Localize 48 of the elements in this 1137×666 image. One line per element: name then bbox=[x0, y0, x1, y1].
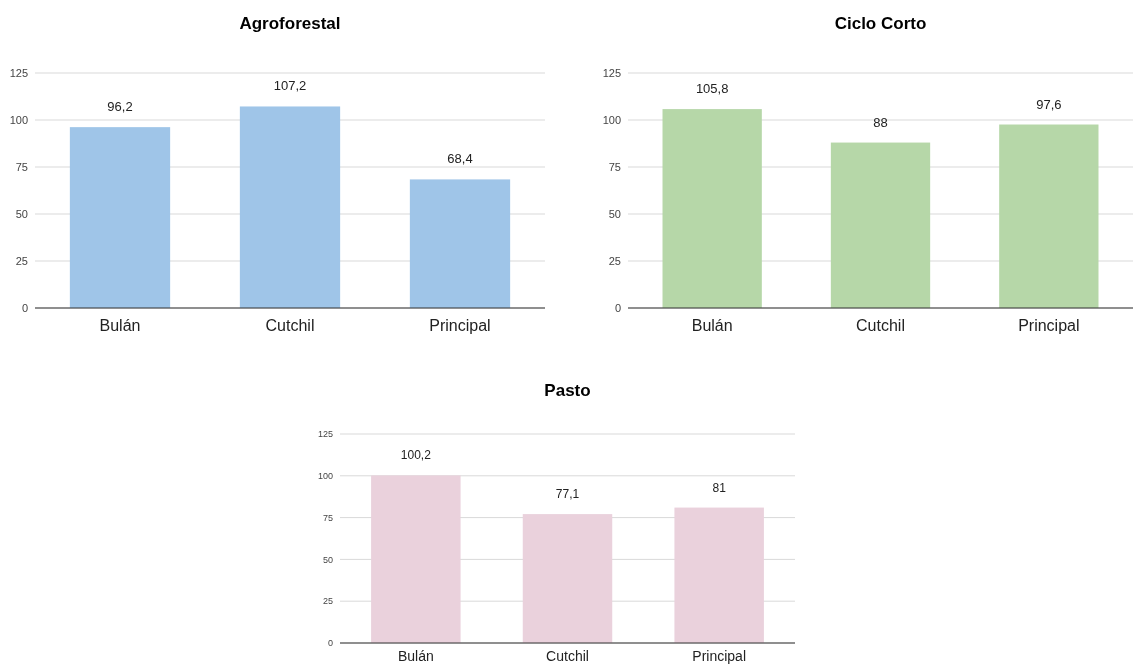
bar bbox=[239, 106, 341, 308]
x-tick-label: Bulán bbox=[691, 317, 733, 334]
bar bbox=[674, 507, 764, 643]
data-label: 96,2 bbox=[107, 99, 133, 115]
chart-title: Ciclo Corto bbox=[834, 14, 927, 33]
x-tick-label: Principal bbox=[692, 648, 747, 664]
y-tick-label: 125 bbox=[602, 66, 621, 79]
data-label: 100,2 bbox=[400, 448, 432, 463]
y-tick-label: 50 bbox=[608, 207, 621, 220]
y-tick-label: 0 bbox=[21, 301, 28, 314]
bar bbox=[522, 514, 613, 643]
chart-title: Agroforestal bbox=[239, 14, 341, 33]
data-label: 88 bbox=[873, 114, 888, 130]
bar bbox=[69, 127, 171, 308]
x-tick-label: Principal bbox=[1018, 317, 1080, 334]
x-tick-label: Bulán bbox=[397, 648, 434, 664]
bar bbox=[371, 475, 461, 643]
x-tick-label: Cutchil bbox=[265, 317, 315, 334]
data-label: 105,8 bbox=[695, 81, 729, 97]
data-label: 68,4 bbox=[447, 151, 473, 167]
bar bbox=[409, 179, 511, 308]
x-tick-label: Cutchil bbox=[546, 648, 589, 664]
data-label: 77,1 bbox=[555, 487, 580, 502]
y-tick-label: 75 bbox=[608, 160, 621, 173]
y-tick-label: 50 bbox=[322, 554, 333, 565]
y-tick-label: 100 bbox=[9, 113, 28, 126]
y-tick-label: 25 bbox=[608, 254, 621, 267]
y-tick-label: 75 bbox=[15, 160, 28, 173]
bar bbox=[830, 142, 931, 308]
y-tick-label: 100 bbox=[317, 470, 333, 481]
bar bbox=[662, 109, 762, 308]
bar bbox=[999, 124, 1099, 308]
y-tick-label: 100 bbox=[602, 113, 621, 126]
y-tick-label: 125 bbox=[317, 429, 333, 440]
y-tick-label: 125 bbox=[9, 66, 28, 79]
data-label: 97,6 bbox=[1036, 96, 1062, 112]
y-tick-label: 75 bbox=[322, 512, 333, 523]
y-tick-label: 0 bbox=[614, 301, 621, 314]
y-tick-label: 25 bbox=[322, 596, 333, 607]
data-label: 107,2 bbox=[273, 78, 307, 94]
data-label: 81 bbox=[712, 480, 727, 495]
y-tick-label: 50 bbox=[15, 207, 28, 220]
x-tick-label: Bulán bbox=[99, 317, 141, 334]
x-tick-label: Cutchil bbox=[856, 317, 905, 334]
y-tick-label: 25 bbox=[15, 254, 28, 267]
y-tick-label: 0 bbox=[327, 638, 333, 649]
chart-title: Pasto bbox=[544, 381, 591, 400]
x-tick-label: Principal bbox=[429, 317, 491, 334]
